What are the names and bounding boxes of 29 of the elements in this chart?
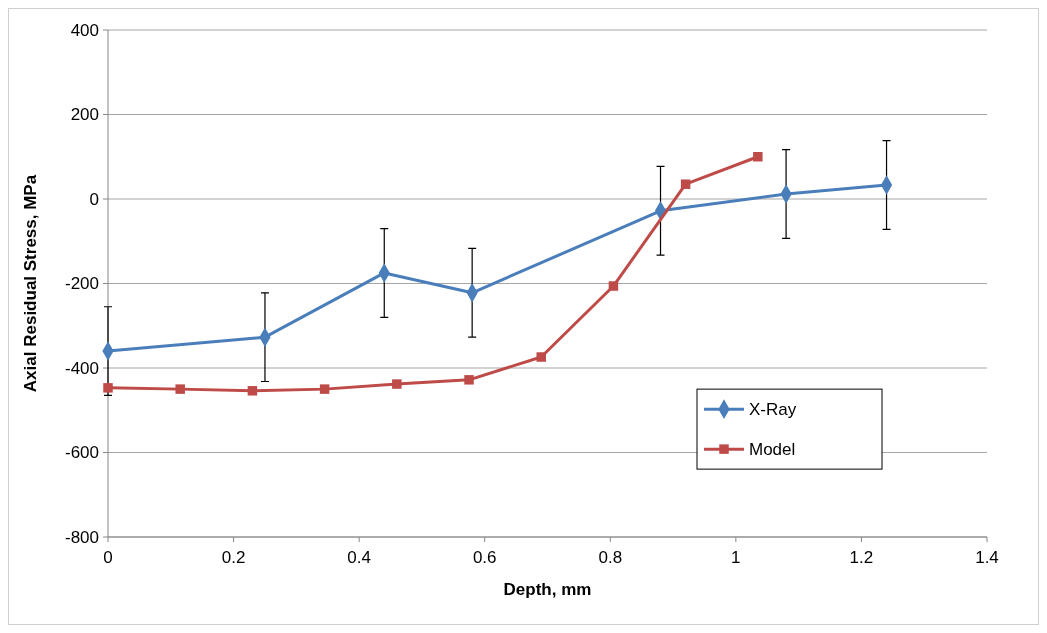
y-tick-label: -400 (64, 358, 99, 378)
x-tick-label: 0 (103, 548, 113, 567)
point (464, 375, 474, 385)
y-tick-label: -600 (64, 443, 99, 463)
y-tick-label: 200 (70, 105, 99, 125)
x-tick-label: 0.2 (221, 548, 246, 567)
x-tick-label: 0.4 (347, 548, 371, 567)
point (319, 384, 330, 394)
legend-label: X-Ray (749, 400, 797, 420)
point (175, 384, 185, 394)
x-tick-label: 0.8 (598, 548, 623, 567)
point (247, 386, 258, 396)
point (536, 352, 546, 362)
x-tick-label: 1.2 (849, 548, 874, 567)
point (753, 152, 763, 162)
y-tick-label: -200 (64, 274, 99, 294)
point (680, 179, 691, 189)
point (392, 379, 402, 389)
y-tick-label: 400 (70, 20, 99, 40)
x-tick-label: 0.6 (472, 548, 497, 567)
y-axis-title: Axial Residual Stress, MPa (21, 174, 40, 393)
point (608, 281, 619, 291)
legend-label: Model (749, 440, 796, 460)
x-axis-title: Depth, mm (503, 580, 592, 599)
y-tick-label: 0 (89, 189, 99, 209)
x-tick-label: 1 (731, 548, 741, 567)
x-tick-label: 1.4 (975, 548, 999, 567)
point (103, 383, 113, 393)
y-tick-label: -800 (64, 527, 99, 547)
